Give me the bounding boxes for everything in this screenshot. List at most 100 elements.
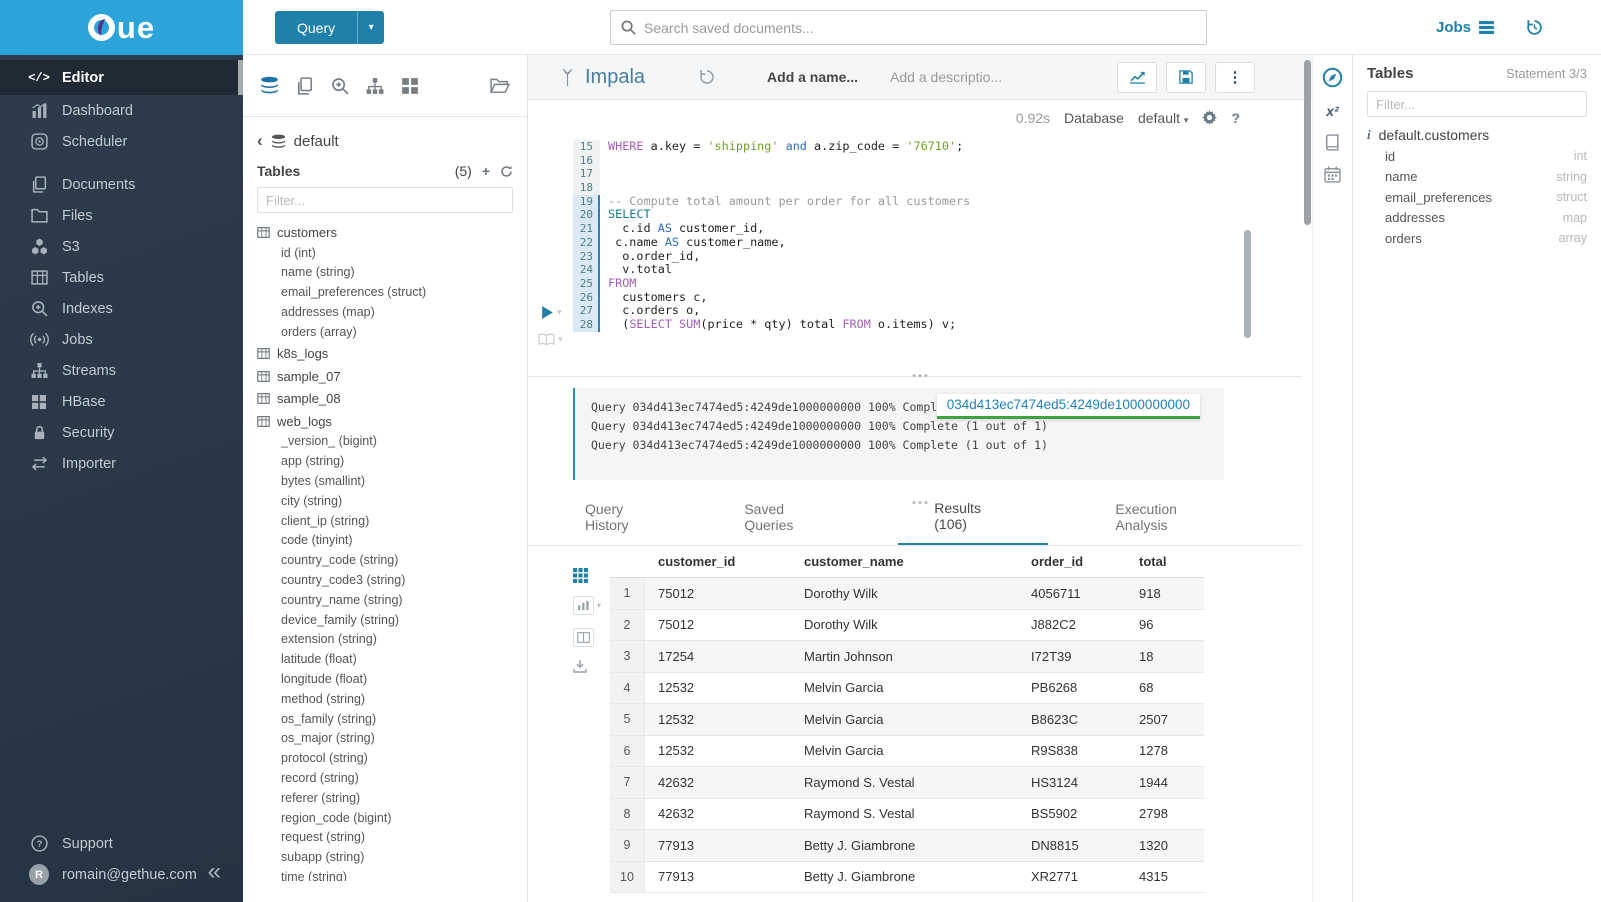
chart-type-caret[interactable]: ▾ [597,601,602,610]
editor-assistant-icon[interactable] [1322,67,1343,88]
sidebar-item-dashboard[interactable]: Dashboard [0,95,243,126]
job-id-link[interactable]: 034d413ec7474ed5:4249de1000000000 [936,394,1200,419]
assist-column[interactable]: os_family (string) [281,711,377,726]
active-table-row[interactable]: i default.customers [1367,127,1587,143]
assist-column[interactable]: id (int) [281,245,316,260]
search-input[interactable] [644,19,1196,36]
code-line-18[interactable]: 18 [573,181,1232,195]
assist-column[interactable]: name (string) [281,265,355,280]
code-line-27[interactable]: 27 c.orders o, [573,303,1232,318]
more-actions-button[interactable]: ⋮ [1215,61,1255,93]
assist-column[interactable]: email_preferences (struct) [281,285,427,300]
tab-saved-queries[interactable]: Saved Queries [744,501,794,533]
assist-column[interactable]: time (string) [281,870,347,881]
assist-table-k8s_logs[interactable]: k8s_logs [257,342,527,365]
jobs-link[interactable]: Jobs [1436,19,1494,36]
assist-column[interactable]: latitude (float) [281,652,357,667]
editor-scrollbar-thumb[interactable] [1244,230,1251,338]
tab-execution-analysis[interactable]: Execution Analysis [1115,501,1177,533]
sidebar-item-security[interactable]: Security [0,417,243,448]
tab-results-106-[interactable]: Results (106) [898,500,1049,546]
run-options-caret[interactable]: ▾ [557,307,562,317]
assist-column[interactable]: method (string) [281,691,366,706]
collapse-sidebar-button[interactable]: « [207,858,221,885]
schema-column-orders[interactable]: orders array [1367,228,1587,249]
column-header-total[interactable]: total [1139,554,1167,569]
grid-view-icon[interactable] [573,568,588,583]
assist-column[interactable]: referer (string) [281,790,361,805]
functions-icon[interactable]: x² [1326,103,1339,119]
query-name-field[interactable]: Add a name... [767,69,859,85]
assist-column[interactable]: country_code3 (string) [281,573,406,588]
code-line-26[interactable]: 26 customers c, [573,290,1232,305]
global-search[interactable] [610,10,1207,45]
sidebar-item-s3[interactable]: S3 [0,231,243,262]
column-header-customer_name[interactable]: customer_name [804,554,904,569]
assist-table-sample_07[interactable]: sample_07 [257,365,527,388]
code-line-23[interactable]: 23 o.order_id, [573,249,1232,264]
schema-column-email_preferences[interactable]: email_preferences struct [1367,187,1587,208]
info-icon[interactable]: i [1367,127,1371,142]
assist-filter[interactable] [257,187,513,213]
chart-button[interactable] [1117,61,1157,93]
code-line-17[interactable]: 17 [573,167,1232,182]
code-line-16[interactable]: 16 [573,153,1232,168]
run-query-button[interactable]: ▾ [541,305,562,320]
assist-filter-input[interactable] [257,187,513,213]
sidebar-item-tables[interactable]: Tables [0,262,243,293]
assist-column[interactable]: protocol (string) [281,751,368,766]
code-line-22[interactable]: 22 c.name AS customer_name, [573,235,1232,250]
database-selector[interactable]: default ▾ [1137,109,1189,126]
assist-column[interactable]: request (string) [281,830,366,845]
assist-table-customers[interactable]: customers [257,221,527,244]
query-dropdown-caret[interactable]: ▾ [357,11,384,44]
schedule-icon[interactable] [1324,166,1341,183]
assist-column[interactable]: record (string) [281,771,359,786]
assist-column[interactable]: app (string) [281,454,345,469]
databases-source-icon[interactable] [260,76,279,95]
new-query-label[interactable]: Query [297,19,336,36]
sidebar-item-scheduler[interactable]: Scheduler [0,126,243,157]
download-icon[interactable] [573,660,587,673]
assist-table-sample_08[interactable]: sample_08 [257,387,527,410]
presentation-mode-icon[interactable]: ▾ [538,333,563,346]
add-table-icon[interactable]: + [481,163,490,179]
main-scrollbar-thumb[interactable] [1304,60,1311,225]
code-line-28[interactable]: 28 (SELECT SUM(price * qty) total FROM o… [573,317,1232,332]
assist-column[interactable]: country_code (string) [281,553,399,568]
column-header-customer_id[interactable]: customer_id [658,554,736,569]
search-plus-source-icon[interactable] [331,77,349,95]
code-line-21[interactable]: 21 c.id AS customer_id, [573,221,1232,236]
sidebar-item-jobs[interactable]: Jobs [0,324,243,355]
resize-handle-2[interactable] [912,501,928,504]
save-button[interactable] [1166,61,1206,93]
breadcrumb-database[interactable]: default [293,132,339,150]
sidebar-item-support[interactable]: ? Support [0,828,243,859]
assist-column[interactable]: client_ip (string) [281,513,370,528]
assist-column[interactable]: bytes (smallint) [281,474,366,489]
code-line-25[interactable]: 25 FROM [573,276,1232,291]
assist-column[interactable]: longitude (float) [281,672,368,687]
right-panel-filter[interactable] [1367,91,1587,117]
query-history-icon[interactable] [699,69,715,85]
new-query-button[interactable]: Query ▾ [275,11,385,44]
sidebar-item-documents[interactable]: Documents [0,169,243,200]
code-line-24[interactable]: 24 v.total [573,262,1232,277]
assist-column[interactable]: subapp (string) [281,850,365,865]
code-line-20[interactable]: 20 SELECT [573,208,1232,223]
apps-grid-source-icon[interactable] [401,77,419,95]
sitemap-source-icon[interactable] [366,77,384,95]
assist-column[interactable]: country_name (string) [281,592,403,607]
query-description-field[interactable]: Add a descriptio... [890,69,1003,85]
sidebar-item-streams[interactable]: Streams [0,355,243,386]
presentation-caret[interactable]: ▾ [558,334,563,344]
columns-view-icon[interactable] [573,628,594,647]
sidebar-item-importer[interactable]: Importer [0,448,243,479]
schema-column-id[interactable]: id int [1367,146,1587,167]
assist-column[interactable]: region_code (bigint) [281,810,392,825]
history-icon[interactable] [1526,19,1543,36]
documents-source-icon[interactable] [296,76,314,95]
tab-query-history[interactable]: Query History [585,501,629,533]
language-reference-icon[interactable] [1324,134,1341,151]
sidebar-item-user[interactable]: R romain@gethue.com [0,859,243,890]
